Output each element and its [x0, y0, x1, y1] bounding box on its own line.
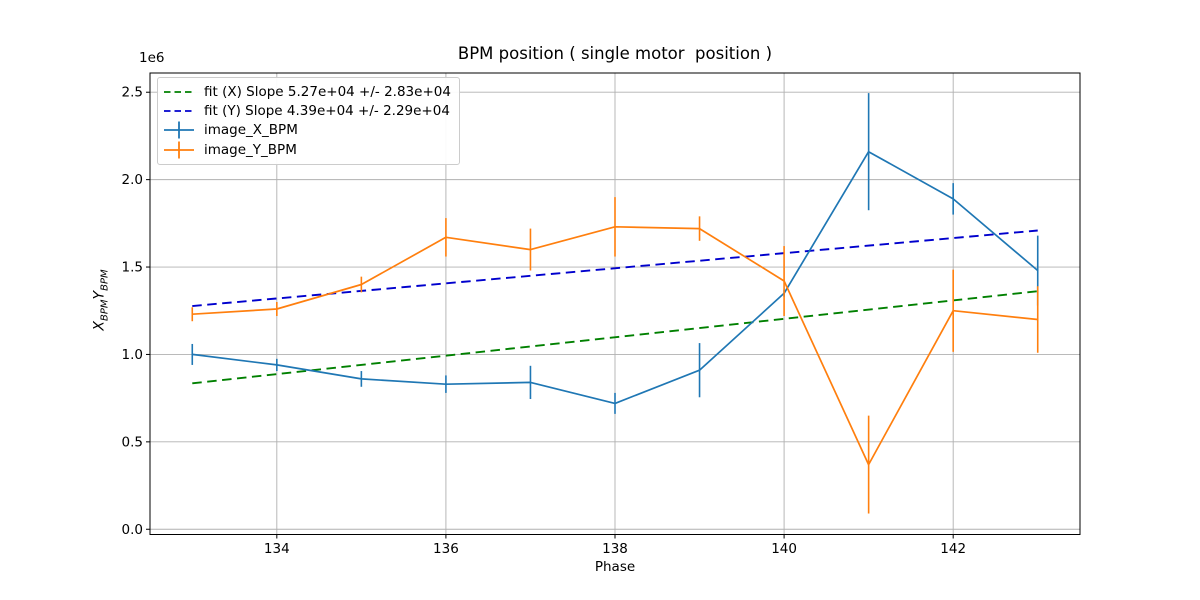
y-tick-label: 1.0 [122, 347, 143, 363]
y-tick-label: 2.0 [122, 172, 143, 188]
legend-item-fit-x: fit (X) Slope 5.27e+04 +/- 2.83e+04 [164, 83, 451, 102]
x-tick-labels: 134 136 138 140 142 [264, 541, 966, 557]
ylabel-y-symbol: Y [91, 290, 108, 300]
x-axis-label: Phase [594, 559, 636, 575]
legend-label: image_X_BPM [204, 122, 298, 138]
legend-label: image_Y_BPM [204, 142, 297, 158]
series-image-x-bpm [191, 93, 1039, 414]
fit-x-dashed-line-swatch [164, 91, 194, 94]
fit-y-dashed-line-swatch [164, 109, 194, 112]
chart-title: BPM position ( single motor position ) [457, 44, 773, 63]
y-axis-label: XBPMYBPM [92, 269, 111, 330]
errorbar-swatch-icon [164, 121, 194, 139]
y-tick-label: 1.5 [122, 260, 143, 276]
y-tick-label: 0.0 [122, 522, 143, 538]
legend-label: fit (Y) Slope 4.39e+04 +/- 2.29e+04 [204, 102, 450, 119]
errorbar-swatch-icon [164, 141, 194, 159]
ylabel-y-subscript: BPM [99, 269, 111, 291]
y-tick-label: 0.5 [122, 434, 143, 450]
x-tick-label: 142 [940, 541, 966, 557]
legend-item-image-x-bpm: image_X_BPM [164, 120, 451, 140]
x-tick-label: 134 [264, 541, 290, 557]
legend-box: fit (X) Slope 5.27e+04 +/- 2.83e+04 fit … [157, 77, 460, 165]
x-tick-label: 136 [433, 541, 459, 557]
ylabel-x-subscript: BPM [99, 299, 111, 322]
fit-x-line [192, 290, 1038, 385]
ylabel-x-symbol: X [91, 321, 108, 331]
y-tick-label: 2.5 [122, 85, 143, 101]
legend-item-image-y-bpm: image_Y_BPM [164, 140, 451, 160]
y-axis-offset-label: 1e6 [139, 50, 165, 66]
x-tick-label: 140 [771, 541, 797, 557]
series-image-y-bpm [191, 197, 1039, 514]
x-tick-label: 138 [602, 541, 628, 557]
y-tick-labels: 0.0 0.5 1.0 1.5 2.0 2.5 [122, 85, 143, 538]
legend-item-fit-y: fit (Y) Slope 4.39e+04 +/- 2.29e+04 [164, 102, 451, 121]
tick-marks [146, 91, 954, 539]
legend-label: fit (X) Slope 5.27e+04 +/- 2.83e+04 [204, 84, 451, 101]
